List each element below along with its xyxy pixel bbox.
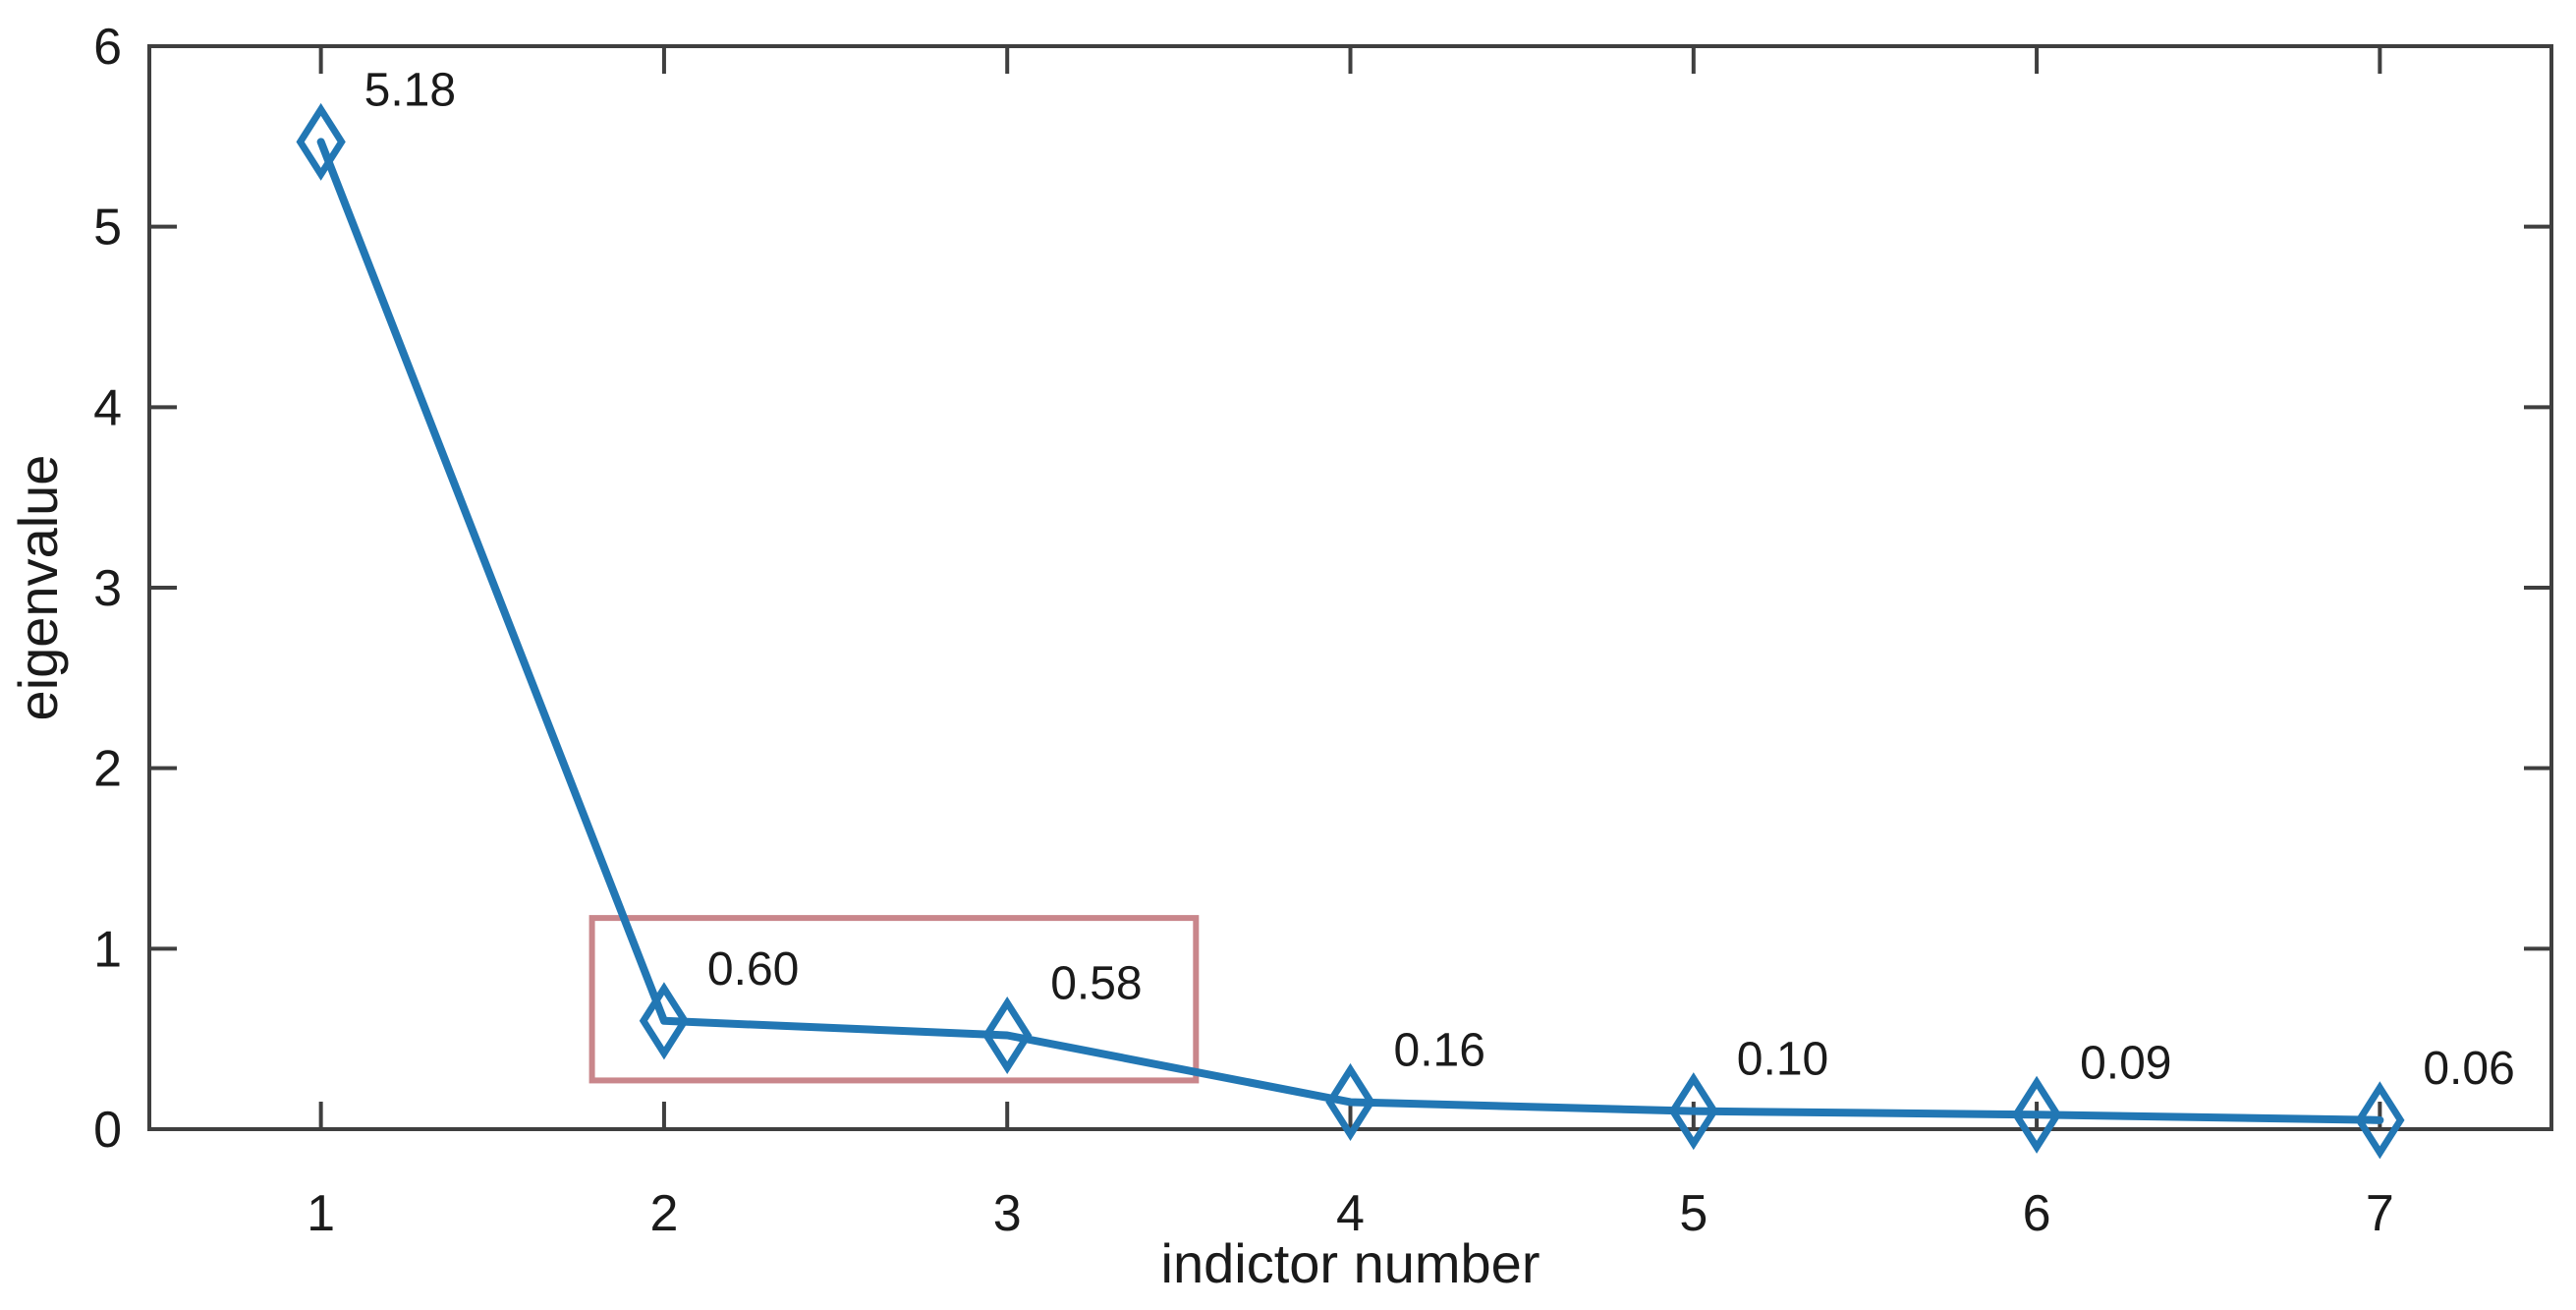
axes-layer: 1 2 3 4 5 6 7 0 1 2 3 4 5 6 [93,19,2553,1242]
y-tick-label: 0 [93,1102,122,1159]
data-point-marker [982,996,1033,1075]
data-point-label: 0.16 [1394,1024,1485,1076]
data-point-label: 0.06 [2423,1043,2514,1095]
data-point-label: 0.58 [1050,957,1142,1009]
y-tick-label: 4 [93,379,122,436]
x-tick-label: 7 [2366,1185,2394,1242]
data-point-marker [2355,1081,2405,1160]
data-point-label: 0.09 [2080,1037,2171,1089]
point-label-layer: 5.18 0.60 0.58 0.16 0.10 0.09 0.06 [364,64,2515,1094]
eigenvalue-line [316,138,2384,1124]
x-tick-label: 5 [1679,1185,1708,1242]
x-tick-label: 6 [2023,1185,2051,1242]
x-tick-label: 3 [993,1185,1022,1242]
x-tick-label: 2 [649,1185,678,1242]
y-axis-label: eigenvalue [7,455,69,721]
x-axis-label: indictor number [1161,1232,1540,1294]
y-tick-label: 3 [93,560,122,617]
data-point-label: 0.60 [707,943,799,996]
series-layer [296,102,2405,1160]
highlight-box [588,915,1200,1084]
x-tick-label: 1 [307,1185,335,1242]
x-tick-label: 4 [1336,1185,1365,1242]
y-tick-label: 2 [93,741,122,798]
data-point-marker [1325,1062,1375,1141]
data-point-label: 5.18 [364,64,456,116]
y-tick-label: 6 [93,19,122,76]
y-tick-label: 5 [93,199,122,256]
plot-box [147,44,2553,1131]
data-point-marker [296,102,346,181]
data-point-label: 0.10 [1737,1034,1828,1086]
data-point-marker [2011,1075,2062,1154]
y-tick-label: 1 [93,921,122,978]
highlight-layer [588,915,1200,1084]
data-point-marker [1668,1072,1718,1151]
data-point-marker [639,982,690,1060]
